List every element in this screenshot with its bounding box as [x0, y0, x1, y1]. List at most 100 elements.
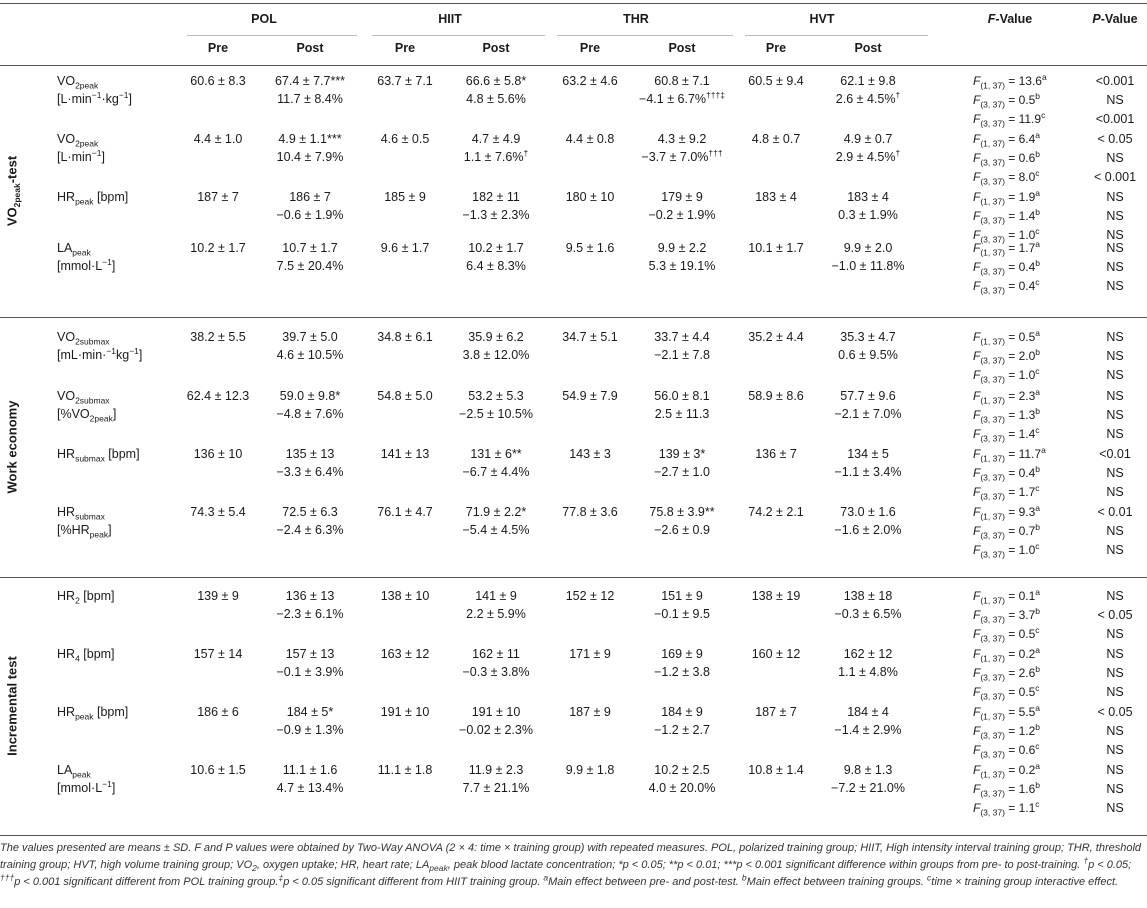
header-bottom-rule	[0, 65, 1147, 66]
p-value: NS	[1106, 685, 1124, 699]
p-value: NS	[1106, 524, 1124, 538]
post-value: 66.6 ± 5.8*	[465, 74, 527, 88]
post-value: 131 ± 6**	[470, 447, 522, 461]
change-value: 2.9 ± 4.5%†	[835, 147, 901, 164]
post-value: 9.8 ± 1.3	[843, 763, 893, 777]
pre-value: 60.5 ± 9.4	[748, 74, 804, 88]
f-value: F(1, 37) = 0.5a	[973, 328, 1041, 347]
f-value: F(1, 37) = 9.3a	[973, 503, 1041, 522]
post-value: 33.7 ± 4.4	[654, 330, 710, 344]
f-value: F(3, 37) = 2.0b	[973, 347, 1041, 366]
f-value: F(3, 37) = 1.1c	[973, 799, 1040, 818]
change-value: 7.7 ± 21.1%	[462, 781, 530, 795]
change-value: 11.7 ± 8.4%	[277, 92, 343, 106]
post-value: 35.9 ± 6.2	[468, 330, 524, 344]
post-value: 157 ± 13	[285, 647, 335, 661]
f-value: F(3, 37) = 1.4b	[973, 207, 1041, 226]
f-value: F(3, 37) = 1.7c	[973, 483, 1040, 502]
group-header: HIIT	[438, 12, 462, 26]
pre-value: 54.9 ± 7.9	[562, 389, 618, 403]
post-value: 182 ± 11	[472, 190, 520, 204]
top-rule	[0, 3, 1147, 4]
p-value: NS	[1106, 466, 1124, 480]
change-value: 4.6 ± 10.5%	[276, 348, 344, 362]
row-label: LApeak [mmol·L−1]	[57, 763, 116, 795]
change-value: −0.3 ± 6.5%	[834, 607, 902, 621]
p-value: < 0.05	[1097, 132, 1133, 146]
f-value: F(3, 37) = 0.7b	[973, 522, 1041, 541]
change-value: −0.9 ± 1.3%	[276, 723, 344, 737]
post-value: 4.9 ± 0.7	[843, 132, 893, 146]
pre-value: 74.2 ± 2.1	[748, 505, 804, 519]
change-value: 5.3 ± 19.1%	[648, 259, 716, 273]
post-value: 184 ± 9	[661, 705, 703, 719]
f-value: F(3, 37) = 0.5b	[973, 91, 1041, 110]
pre-value: 63.7 ± 7.1	[377, 74, 433, 88]
change-value: −2.1 ± 7.0%	[834, 407, 902, 421]
row-label: VO2peak [L·min−1·kg−1]	[57, 74, 132, 106]
row-label: HRpeak [bpm]	[57, 190, 129, 207]
change-value: −0.1 ± 9.5	[654, 607, 710, 621]
pre-value: 4.6 ± 0.5	[380, 132, 430, 146]
f-value: F(3, 37) = 0.5c	[973, 683, 1040, 702]
post-value: 10.2 ± 2.5	[654, 763, 710, 777]
row-label: VO2peak [L·min−1]	[57, 132, 105, 164]
p-value: NS	[1106, 368, 1124, 382]
pre-value: 171 ± 9	[569, 647, 611, 661]
pre-value: 138 ± 19	[751, 589, 801, 603]
post-value: 39.7 ± 5.0	[282, 330, 338, 344]
p-value: NS	[1106, 743, 1124, 757]
f-value: F(3, 37) = 0.4b	[973, 258, 1041, 277]
p-value: NS	[1106, 330, 1124, 344]
pre-header: Pre	[579, 41, 601, 55]
group-header: THR	[623, 12, 649, 26]
change-value: 2.5 ± 11.3	[654, 407, 710, 421]
f-value: F(1, 37) = 6.4a	[973, 130, 1041, 149]
change-value: 4.7 ± 13.4%	[276, 781, 344, 795]
group-underline	[745, 35, 928, 36]
pre-value: 187 ± 7	[197, 190, 239, 204]
change-value: 0.3 ± 1.9%	[838, 208, 898, 222]
post-header: Post	[668, 41, 696, 55]
f-value: F(1, 37) = 11.7a	[973, 445, 1046, 464]
p-value: NS	[1106, 801, 1124, 815]
post-value: 4.7 ± 4.9	[471, 132, 521, 146]
post-value: 138 ± 18	[843, 589, 893, 603]
pre-value: 157 ± 14	[193, 647, 243, 661]
f-value: F(3, 37) = 0.6b	[973, 149, 1041, 168]
post-value: 136 ± 13	[285, 589, 335, 603]
p-value: NS	[1106, 260, 1124, 274]
change-value: −5.4 ± 4.5%	[462, 523, 530, 537]
change-value: −0.02 ± 2.3%	[459, 723, 533, 737]
f-value: F(1, 37) = 2.3a	[973, 387, 1041, 406]
p-value: NS	[1106, 151, 1124, 165]
pre-value: 4.8 ± 0.7	[751, 132, 801, 146]
pre-value: 74.3 ± 5.4	[190, 505, 246, 519]
change-value: −2.1 ± 7.8	[654, 348, 710, 362]
f-value: F(1, 37) = 1.9a	[973, 188, 1041, 207]
f-value: F(3, 37) = 8.0c	[973, 168, 1040, 187]
pre-value: 186 ± 6	[197, 705, 239, 719]
post-value: 59.0 ± 9.8*	[279, 389, 341, 403]
f-value: F(3, 37) = 1.0c	[973, 541, 1040, 560]
p-value: NS	[1106, 279, 1124, 293]
p-value: NS	[1106, 389, 1124, 403]
p-value: NS	[1106, 647, 1124, 661]
pre-value: 9.5 ± 1.6	[565, 241, 615, 255]
f-value: F(3, 37) = 2.6b	[973, 664, 1041, 683]
post-value: 139 ± 3*	[658, 447, 706, 461]
pre-value: 10.6 ± 1.5	[190, 763, 246, 777]
p-value: NS	[1106, 485, 1124, 499]
post-value: 62.1 ± 9.8	[840, 74, 896, 88]
f-value: F(3, 37) = 3.7b	[973, 606, 1041, 625]
pre-value: 163 ± 12	[380, 647, 430, 661]
pre-value: 38.2 ± 5.5	[190, 330, 246, 344]
change-value: −0.2 ± 1.9%	[648, 208, 716, 222]
post-value: 56.0 ± 8.1	[654, 389, 710, 403]
pre-value: 35.2 ± 4.4	[748, 330, 804, 344]
section-rule	[0, 317, 1147, 318]
f-value: F(3, 37) = 1.3b	[973, 406, 1041, 425]
change-value: −0.3 ± 3.8%	[462, 665, 530, 679]
pre-header: Pre	[394, 41, 416, 55]
pre-value: 136 ± 7	[755, 447, 797, 461]
